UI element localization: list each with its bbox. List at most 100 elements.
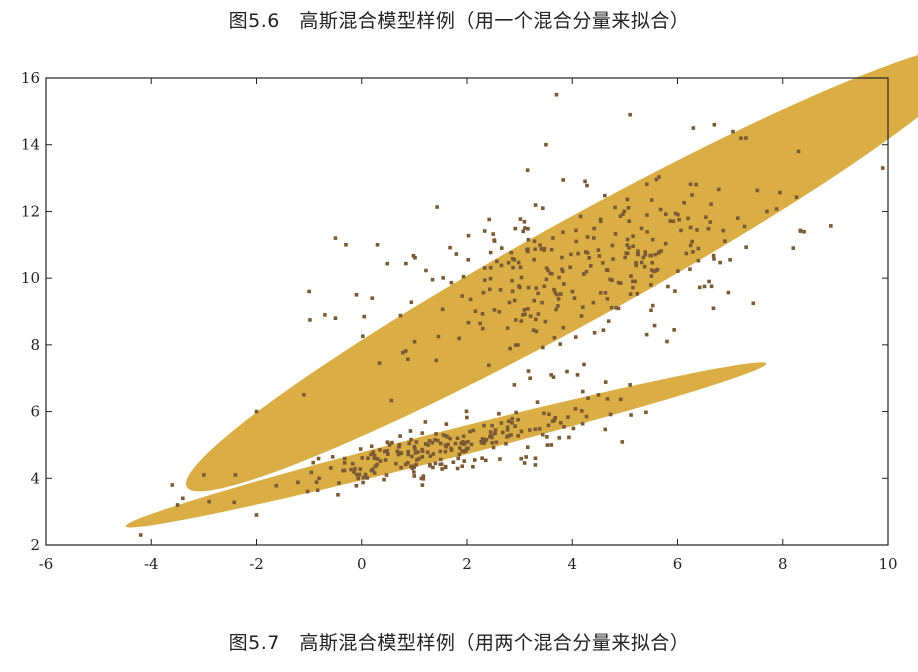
data-point xyxy=(582,272,586,276)
data-point xyxy=(483,266,487,270)
data-point xyxy=(672,328,676,332)
data-point xyxy=(706,226,711,231)
data-point xyxy=(460,449,464,453)
data-point xyxy=(540,300,544,305)
data-point xyxy=(618,397,623,402)
data-point xyxy=(707,279,711,284)
data-point xyxy=(488,276,493,281)
data-point xyxy=(466,257,471,262)
data-point xyxy=(460,294,464,298)
data-point xyxy=(492,238,496,242)
data-point xyxy=(308,318,312,322)
data-point xyxy=(608,277,612,282)
data-point xyxy=(581,305,585,310)
data-point xyxy=(533,247,537,252)
data-points xyxy=(138,92,885,537)
data-point xyxy=(455,466,460,471)
data-point xyxy=(569,252,573,257)
data-point xyxy=(441,433,446,437)
data-point xyxy=(471,428,476,433)
data-point xyxy=(631,279,635,284)
data-point xyxy=(545,443,550,447)
data-point xyxy=(695,228,699,232)
data-point xyxy=(493,428,498,432)
data-point xyxy=(302,393,306,397)
data-point xyxy=(716,187,721,192)
data-point xyxy=(721,228,726,233)
data-point xyxy=(532,298,537,303)
data-point xyxy=(366,456,370,461)
data-point xyxy=(688,225,693,230)
data-point xyxy=(802,229,806,234)
data-point xyxy=(412,464,417,469)
data-point xyxy=(443,449,448,454)
data-point xyxy=(739,136,743,141)
data-point xyxy=(506,419,511,423)
data-point xyxy=(536,291,540,296)
data-point xyxy=(459,441,464,446)
data-point xyxy=(358,467,363,471)
data-point xyxy=(466,439,470,444)
data-point xyxy=(372,453,377,458)
y-tick-label: 8 xyxy=(30,336,40,354)
data-point xyxy=(233,473,238,477)
data-point xyxy=(544,277,549,282)
data-point xyxy=(644,332,649,337)
data-point xyxy=(526,285,531,290)
data-point xyxy=(628,292,633,296)
data-point xyxy=(605,397,610,401)
data-point xyxy=(573,407,578,411)
data-point xyxy=(413,451,418,455)
data-point xyxy=(505,427,510,432)
data-point xyxy=(628,112,632,117)
data-point xyxy=(634,261,638,265)
data-point xyxy=(586,396,590,401)
data-point xyxy=(481,290,486,295)
data-point xyxy=(631,234,635,238)
data-point xyxy=(492,308,497,312)
data-point xyxy=(383,458,388,462)
data-point xyxy=(644,410,648,415)
data-point xyxy=(603,193,607,198)
data-point xyxy=(482,278,487,282)
data-point xyxy=(774,207,779,211)
data-point xyxy=(497,411,501,416)
data-point xyxy=(440,467,444,471)
data-point xyxy=(330,454,335,459)
data-point xyxy=(398,450,403,455)
data-point xyxy=(505,326,510,330)
data-point xyxy=(436,438,440,443)
data-point xyxy=(446,442,450,447)
x-tick-label: -2 xyxy=(249,555,264,573)
data-point xyxy=(487,217,491,222)
data-point xyxy=(731,129,735,134)
data-point xyxy=(580,421,585,426)
data-point xyxy=(618,281,623,285)
data-point xyxy=(561,325,566,330)
data-point xyxy=(170,483,175,487)
data-point xyxy=(416,450,420,454)
data-point xyxy=(385,449,390,453)
data-point xyxy=(395,449,400,454)
data-point xyxy=(778,190,782,195)
data-point xyxy=(414,440,419,444)
data-point xyxy=(691,250,695,254)
data-point xyxy=(553,416,558,420)
data-point xyxy=(534,286,539,290)
data-point xyxy=(385,440,390,444)
data-point xyxy=(490,441,495,445)
data-point xyxy=(445,435,450,439)
data-point xyxy=(522,461,527,465)
data-point xyxy=(568,265,573,270)
data-point xyxy=(448,436,452,441)
data-point xyxy=(526,307,530,311)
data-point xyxy=(468,429,472,434)
data-point xyxy=(396,452,401,457)
data-point xyxy=(539,247,544,251)
data-point xyxy=(353,466,357,471)
data-point xyxy=(794,195,799,200)
data-point xyxy=(645,213,649,217)
data-point xyxy=(518,285,522,290)
data-point xyxy=(684,251,689,256)
data-point xyxy=(472,458,477,462)
